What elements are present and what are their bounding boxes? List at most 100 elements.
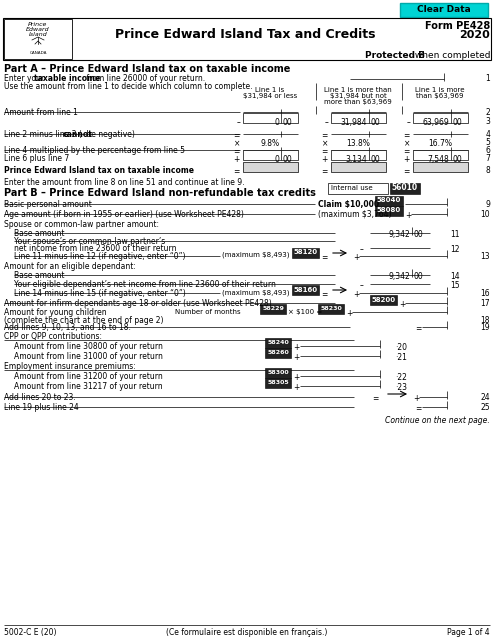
Text: Enter the amount from line 8 on line 51 and continue at line 9.: Enter the amount from line 8 on line 51 … [4, 178, 245, 187]
Text: ·23: ·23 [395, 383, 407, 392]
Bar [3, 18, 491, 60]
Text: 3: 3 [485, 117, 490, 126]
Text: 58260: 58260 [267, 350, 289, 355]
Text: +: + [413, 394, 419, 403]
Text: Continue on the next page.: Continue on the next page. [385, 416, 490, 425]
Text: 2: 2 [485, 108, 490, 117]
Text: when completed: when completed [412, 51, 491, 60]
Bar [243, 150, 298, 160]
Text: 8: 8 [485, 166, 490, 175]
Text: 58120: 58120 [293, 250, 318, 255]
Bar [375, 206, 403, 216]
Text: Employment insurance premiums:: Employment insurance premiums: [4, 362, 136, 371]
Text: 58230: 58230 [320, 306, 342, 311]
Text: Prince Edward Island tax on taxable income: Prince Edward Island tax on taxable inco… [4, 166, 194, 175]
Text: 3,134: 3,134 [345, 155, 367, 164]
Text: 31,984: 31,984 [340, 118, 367, 127]
Text: 00: 00 [282, 118, 292, 127]
Text: Amount from line 30800 of your return: Amount from line 30800 of your return [14, 342, 163, 351]
Text: Amount from line 31217 of your return: Amount from line 31217 of your return [14, 382, 163, 391]
Text: +: + [404, 155, 410, 164]
Text: more than $63,969: more than $63,969 [324, 99, 392, 105]
Text: 1: 1 [485, 74, 490, 83]
Text: taxable income: taxable income [34, 74, 100, 83]
Text: +: + [234, 155, 240, 164]
Text: +: + [346, 309, 352, 318]
Text: 00: 00 [370, 118, 380, 127]
Text: 5002-C E (20): 5002-C E (20) [4, 628, 56, 637]
Text: Internal use: Internal use [331, 185, 372, 191]
Text: Add lines 20 to 23.: Add lines 20 to 23. [4, 393, 76, 402]
Text: 10: 10 [480, 210, 490, 219]
Bar [331, 150, 386, 160]
Text: Line 11 minus line 12 (if negative, enter “0”): Line 11 minus line 12 (if negative, ente… [14, 252, 186, 261]
Text: Enter your: Enter your [4, 74, 46, 83]
Text: Amount for an eligible dependant:: Amount for an eligible dependant: [4, 262, 136, 271]
Text: × $100 =: × $100 = [288, 309, 322, 315]
Text: 56010: 56010 [392, 184, 418, 193]
Text: 16.7%: 16.7% [428, 139, 452, 148]
Bar [292, 285, 319, 295]
Text: –: – [324, 118, 328, 127]
Text: 58160: 58160 [293, 287, 318, 292]
Text: 11: 11 [451, 230, 460, 239]
Text: 14: 14 [451, 272, 460, 281]
Text: 00: 00 [452, 118, 462, 127]
Text: Add lines 9, 10, 13, and 16 to 18.: Add lines 9, 10, 13, and 16 to 18. [4, 323, 131, 332]
Text: Part B – Prince Edward Island non-refundable tax credits: Part B – Prince Edward Island non-refund… [4, 188, 316, 198]
Bar [390, 183, 420, 194]
Text: +: + [353, 253, 359, 262]
Text: =: = [404, 147, 410, 156]
Text: +: + [293, 383, 299, 392]
Bar [292, 248, 319, 258]
Text: Amount for infirm dependants age 18 or older (use Worksheet PE428): Amount for infirm dependants age 18 or o… [4, 299, 272, 308]
Text: Number of months: Number of months [175, 309, 241, 315]
Text: ·22: ·22 [395, 373, 407, 382]
Text: (maximum $3,764): (maximum $3,764) [318, 210, 392, 219]
Text: 58040: 58040 [377, 198, 401, 204]
Text: cannot: cannot [63, 130, 93, 139]
Text: Your spouse’s or common-law partner’s: Your spouse’s or common-law partner’s [14, 237, 165, 246]
Text: =: = [415, 324, 421, 333]
Text: =: = [322, 147, 328, 156]
Text: =: = [404, 167, 410, 176]
Text: 13.8%: 13.8% [346, 139, 370, 148]
Bar [243, 113, 298, 123]
Text: $31,984 but not: $31,984 but not [329, 93, 386, 99]
Text: Part A – Prince Edward Island tax on taxable income: Part A – Prince Edward Island tax on tax… [4, 64, 290, 74]
Text: 17: 17 [480, 299, 490, 308]
Bar [318, 304, 344, 314]
Text: Prince: Prince [28, 22, 48, 27]
Text: 00: 00 [370, 155, 380, 164]
Text: 7,548: 7,548 [427, 155, 449, 164]
Text: (Ce formulaire est disponible en français.): (Ce formulaire est disponible en françai… [166, 628, 328, 637]
Text: Form PE428: Form PE428 [425, 21, 490, 31]
Text: Line 1 is more than: Line 1 is more than [324, 87, 392, 93]
Bar [331, 162, 386, 172]
Text: Line 19 plus line 24: Line 19 plus line 24 [4, 403, 79, 412]
Text: (maximum $8,493): (maximum $8,493) [222, 252, 289, 259]
Text: Your eligible dependant’s net income from line 23600 of their return: Your eligible dependant’s net income fro… [14, 280, 276, 289]
Text: Use the amount from line 1 to decide which column to complete.: Use the amount from line 1 to decide whi… [4, 82, 252, 91]
Text: 2020: 2020 [459, 30, 490, 40]
Bar [265, 378, 291, 388]
Text: ·20: ·20 [395, 343, 407, 352]
Text: Amount from line 1: Amount from line 1 [4, 108, 78, 117]
Text: 0: 0 [274, 118, 279, 127]
Text: +: + [353, 290, 359, 299]
Text: Base amount: Base amount [14, 229, 65, 238]
Text: 9: 9 [485, 200, 490, 209]
Text: Spouse or common-law partner amount:: Spouse or common-law partner amount: [4, 220, 159, 229]
Text: 7: 7 [485, 154, 490, 163]
Text: (complete the chart at the end of page 2): (complete the chart at the end of page 2… [4, 316, 164, 325]
Text: Line 1 is: Line 1 is [255, 87, 285, 93]
Text: Line 2 minus line 3 (: Line 2 minus line 3 ( [4, 130, 82, 139]
Text: =: = [234, 147, 240, 156]
Text: 25: 25 [480, 403, 490, 412]
Text: (maximum $8,493): (maximum $8,493) [222, 289, 289, 296]
Text: Island: Island [29, 32, 47, 37]
Text: =: = [404, 131, 410, 140]
Text: 00: 00 [413, 230, 423, 239]
Text: 13: 13 [480, 252, 490, 261]
Text: –: – [360, 281, 364, 290]
